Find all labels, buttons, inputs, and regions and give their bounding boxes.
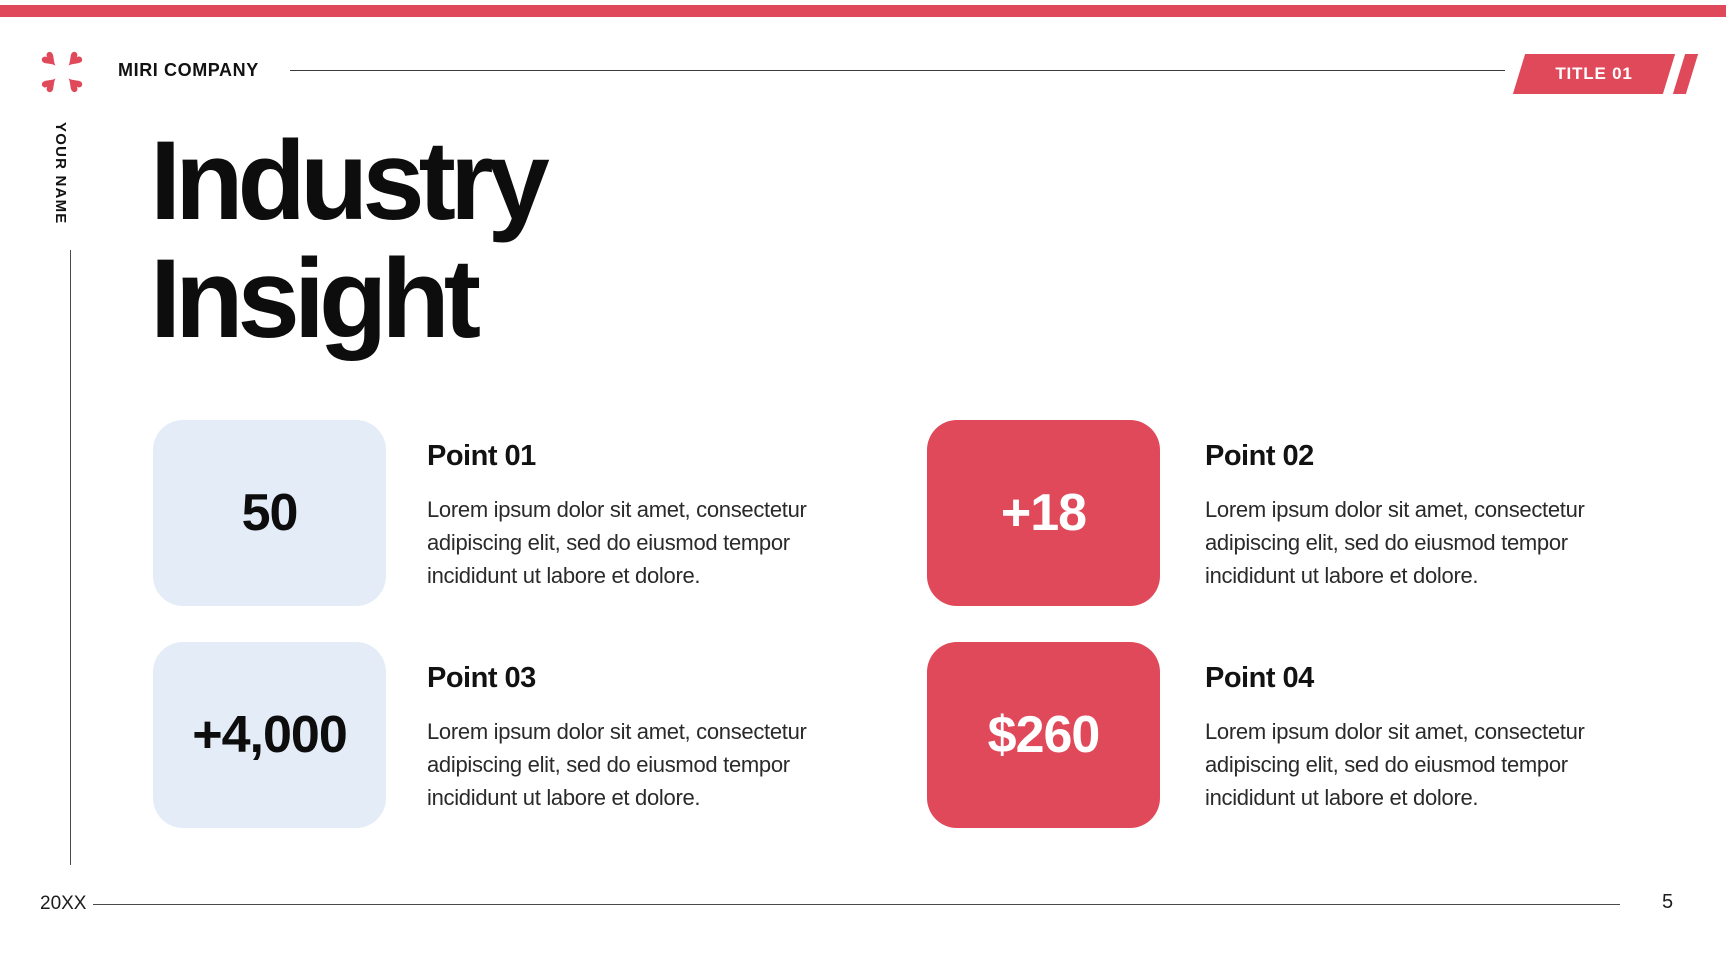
footer-divider-line <box>93 904 1620 905</box>
stat-value: +4,000 <box>192 706 347 764</box>
body-line: adipiscing elit, sed do eiusmod tempor <box>1205 530 1568 555</box>
stat-value: +18 <box>1000 484 1087 542</box>
vertical-rule <box>70 250 71 865</box>
body-line: incididunt ut labore et dolore. <box>1205 563 1479 588</box>
point-03-text: Point 03 Lorem ipsum dolor sit amet, con… <box>427 662 897 814</box>
body-line: Lorem ipsum dolor sit amet, consectetur <box>1205 719 1585 744</box>
company-logo-icon: ♥ ♥ ♥ ♥ <box>33 43 91 101</box>
point-body: Lorem ipsum dolor sit amet, consectetur … <box>1205 493 1675 592</box>
point-02-text: Point 02 Lorem ipsum dolor sit amet, con… <box>1205 440 1675 592</box>
body-line: adipiscing elit, sed do eiusmod tempor <box>427 752 790 777</box>
point-body: Lorem ipsum dolor sit amet, consectetur … <box>1205 715 1675 814</box>
point-heading: Point 04 <box>1205 662 1314 694</box>
stat-card-point-04: $260 <box>927 642 1160 828</box>
point-01-text: Point 01 Lorem ipsum dolor sit amet, con… <box>427 440 897 592</box>
point-04-text: Point 04 Lorem ipsum dolor sit amet, con… <box>1205 662 1675 814</box>
body-line: incididunt ut labore et dolore. <box>1205 785 1479 810</box>
stat-value: 50 <box>241 484 299 542</box>
page-number: 5 <box>1662 891 1674 913</box>
badge-tail-shape <box>1672 54 1699 94</box>
point-body: Lorem ipsum dolor sit amet, consectetur … <box>427 715 897 814</box>
body-line: adipiscing elit, sed do eiusmod tempor <box>1205 752 1568 777</box>
body-line: Lorem ipsum dolor sit amet, consectetur <box>1205 497 1585 522</box>
footer-year: 20XX <box>40 893 87 914</box>
author-name-vertical: YOUR NAME <box>52 122 69 225</box>
stat-card-point-01: 50 <box>153 420 386 606</box>
point-body: Lorem ipsum dolor sit amet, consectetur … <box>427 493 897 592</box>
stat-value: $260 <box>987 706 1101 764</box>
slide-title-line1: Industry <box>150 118 550 243</box>
badge-label: TITLE 01 <box>1555 64 1633 83</box>
company-name: MIRI COMPANY <box>118 60 259 80</box>
point-heading: Point 01 <box>427 440 536 472</box>
body-line: Lorem ipsum dolor sit amet, consectetur <box>427 719 807 744</box>
body-line: Lorem ipsum dolor sit amet, consectetur <box>427 497 807 522</box>
stat-card-point-02: +18 <box>927 420 1160 606</box>
slide-title-line2: Insight <box>150 236 481 361</box>
heart-icon: ♥ <box>58 68 92 102</box>
point-heading: Point 03 <box>427 662 536 694</box>
slide-title: Industry Insight <box>150 118 550 361</box>
body-line: incididunt ut labore et dolore. <box>427 563 701 588</box>
body-line: adipiscing elit, sed do eiusmod tempor <box>427 530 790 555</box>
body-line: incididunt ut labore et dolore. <box>427 785 701 810</box>
section-title-badge: TITLE 01 <box>1512 54 1699 94</box>
point-heading: Point 02 <box>1205 440 1314 472</box>
header-divider-line <box>290 70 1505 71</box>
stat-card-point-03: +4,000 <box>153 642 386 828</box>
top-accent-bar <box>0 5 1726 17</box>
